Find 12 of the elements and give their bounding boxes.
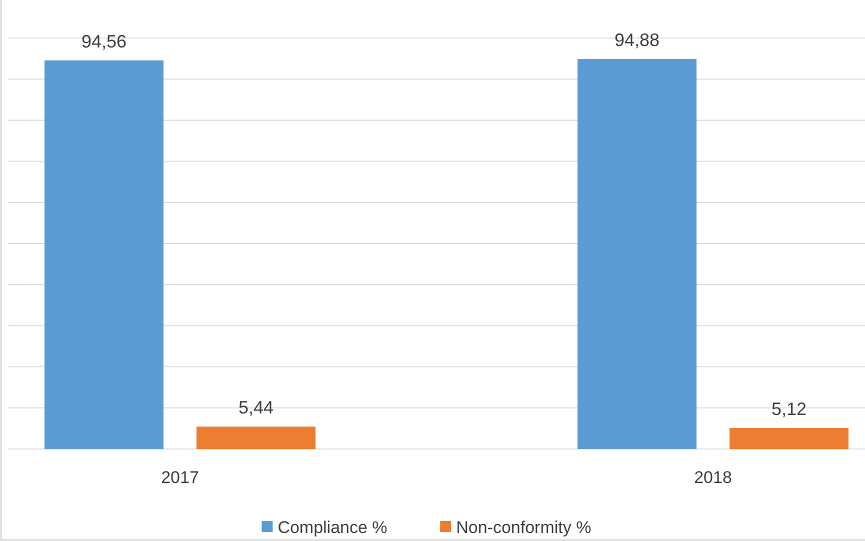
data-label: 5,44: [238, 398, 274, 418]
data-label: 94,88: [614, 30, 660, 50]
legend-label: Compliance %: [278, 518, 388, 537]
data-label: 94,56: [81, 31, 127, 52]
x-tick-label: 2018: [694, 468, 732, 488]
bar: [578, 59, 697, 449]
legend-label: Non-conformity %: [456, 518, 592, 537]
data-label: 5,12: [771, 398, 807, 419]
x-tick-label: 2017: [161, 468, 199, 488]
bar: [729, 428, 848, 449]
bar: [44, 60, 164, 449]
bar: [196, 426, 316, 449]
